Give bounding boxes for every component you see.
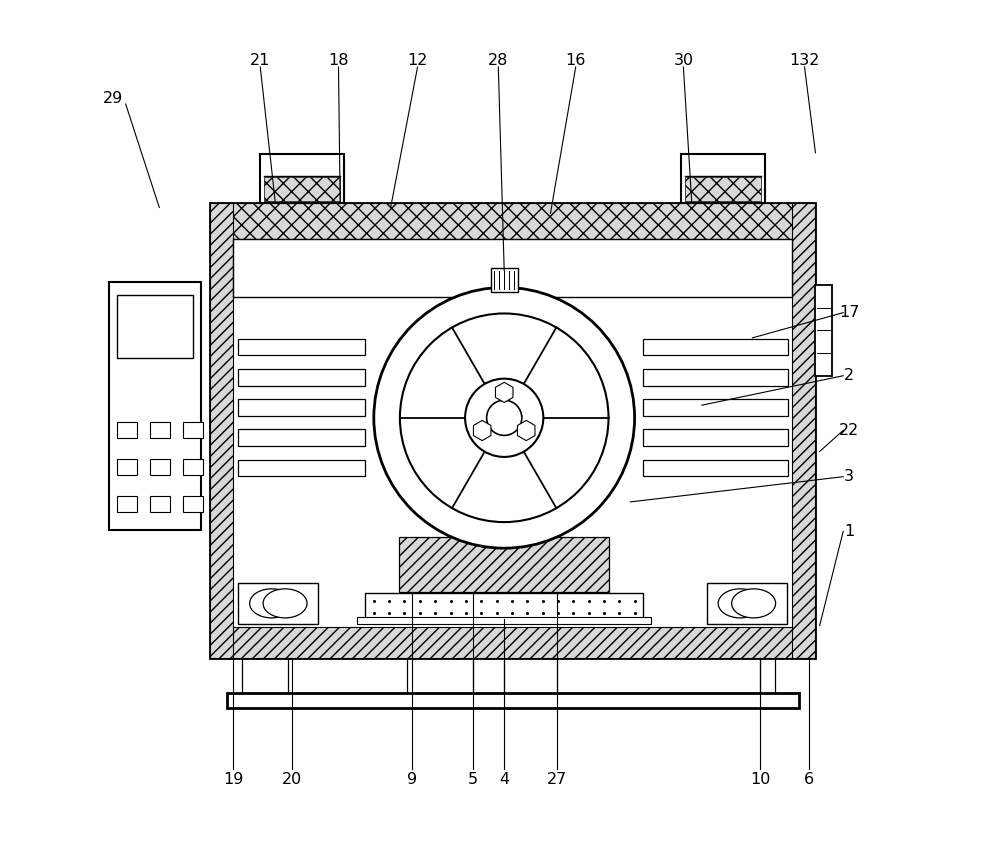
Bar xyxy=(643,369,788,386)
Bar xyxy=(643,399,788,416)
Bar xyxy=(233,239,792,297)
Bar xyxy=(491,268,518,292)
Bar xyxy=(365,593,643,619)
Text: 5: 5 xyxy=(468,772,478,787)
Bar xyxy=(792,203,815,657)
Circle shape xyxy=(400,313,609,522)
Bar xyxy=(681,154,765,203)
Bar xyxy=(117,422,137,438)
Bar xyxy=(210,627,815,657)
Bar xyxy=(183,459,203,475)
Ellipse shape xyxy=(263,589,307,618)
Ellipse shape xyxy=(250,589,294,618)
Bar xyxy=(150,496,170,511)
Text: 30: 30 xyxy=(673,53,693,68)
Bar xyxy=(643,338,788,355)
Bar xyxy=(227,693,799,708)
Text: 10: 10 xyxy=(750,772,770,787)
Bar xyxy=(117,496,137,511)
Circle shape xyxy=(487,400,522,436)
Ellipse shape xyxy=(732,589,776,618)
Ellipse shape xyxy=(718,589,762,618)
Circle shape xyxy=(465,379,543,457)
Bar xyxy=(357,617,651,624)
Text: 3: 3 xyxy=(844,469,854,484)
Bar xyxy=(815,285,832,376)
Text: 1: 1 xyxy=(844,524,854,538)
Bar xyxy=(117,295,193,358)
Bar xyxy=(264,177,340,201)
Text: 4: 4 xyxy=(499,772,509,787)
Bar xyxy=(150,422,170,438)
Bar xyxy=(117,459,137,475)
Text: 132: 132 xyxy=(789,53,820,68)
Bar xyxy=(109,282,201,530)
Bar xyxy=(210,203,815,657)
Text: 2: 2 xyxy=(844,368,854,383)
Text: 6: 6 xyxy=(804,772,814,787)
Bar xyxy=(643,430,788,446)
Bar xyxy=(183,422,203,438)
Text: 19: 19 xyxy=(223,772,244,787)
Text: 22: 22 xyxy=(839,423,859,438)
Bar xyxy=(238,338,365,355)
Circle shape xyxy=(374,288,635,549)
Bar xyxy=(210,203,233,657)
Bar xyxy=(643,460,788,477)
Bar xyxy=(150,459,170,475)
Text: 12: 12 xyxy=(407,53,428,68)
Text: 28: 28 xyxy=(488,53,509,68)
Bar xyxy=(707,583,787,624)
Bar xyxy=(238,399,365,416)
Text: 29: 29 xyxy=(103,90,123,106)
Text: 9: 9 xyxy=(407,772,417,787)
Bar xyxy=(238,583,318,624)
Bar xyxy=(238,430,365,446)
Text: 27: 27 xyxy=(547,772,567,787)
Bar xyxy=(238,460,365,477)
Bar xyxy=(238,369,365,386)
Bar xyxy=(685,177,761,201)
Bar xyxy=(210,203,815,239)
Text: 21: 21 xyxy=(250,53,270,68)
Bar xyxy=(399,537,609,592)
Text: 16: 16 xyxy=(566,53,586,68)
Bar xyxy=(183,496,203,511)
Text: 20: 20 xyxy=(282,772,302,787)
Text: 17: 17 xyxy=(839,306,859,320)
Text: 18: 18 xyxy=(328,53,349,68)
Bar xyxy=(260,154,344,203)
